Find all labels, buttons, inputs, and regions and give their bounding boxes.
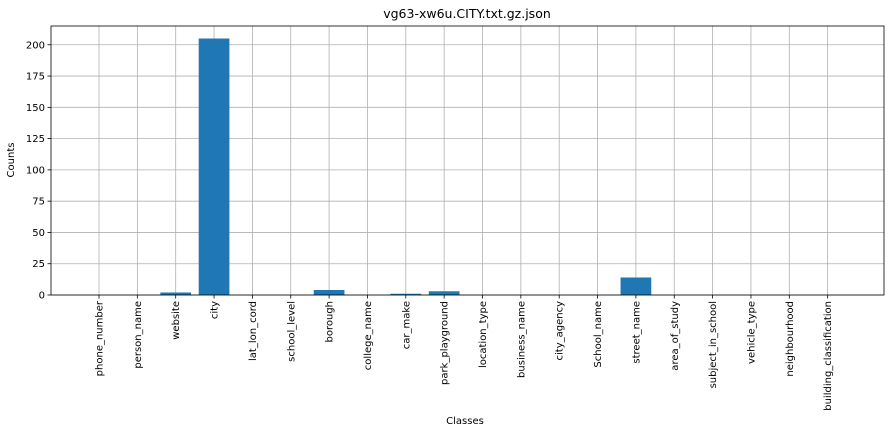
x-tick-label: city (210, 301, 221, 319)
x-tick-label: lat_lon_cord (248, 301, 259, 361)
x-tick-label: borough (325, 301, 336, 343)
x-tick-label: area_of_study (670, 301, 681, 371)
y-tick-label: 175 (26, 72, 45, 83)
y-tick-label: 0 (39, 291, 45, 302)
y-tick-label: 150 (26, 103, 45, 114)
bar-park_playground (428, 291, 460, 295)
x-axis-label: Classes (446, 416, 484, 427)
x-tick-label: subject_in_school (708, 301, 719, 388)
y-tick-label: 200 (26, 40, 45, 51)
x-tick-label: park_playground (440, 301, 451, 385)
x-tick-label: school_level (286, 301, 297, 362)
x-tick-label: neighbourhood (785, 301, 796, 377)
bar-city (198, 38, 230, 295)
y-axis-ticks: 0 25 50 75 100 125 150 175 200 (26, 40, 51, 302)
x-tick-label: car_make (401, 301, 412, 349)
chart-title: vg63-xw6u.CITY.txt.gz.json (383, 6, 551, 21)
bar-street_name (620, 277, 652, 295)
bar-website (160, 292, 192, 295)
x-tick-label: location_type (478, 301, 489, 368)
x-tick-label: building_classification (823, 301, 834, 411)
x-tick-label: college_name (363, 301, 374, 370)
bar-car_make (390, 293, 422, 295)
x-tick-label: vehicle_type (746, 301, 757, 364)
y-tick-label: 100 (26, 165, 45, 176)
x-tick-label: city_agency (555, 301, 566, 361)
y-tick-label: 75 (32, 197, 45, 208)
y-axis-label: Counts (6, 143, 17, 178)
x-tick-label: phone_number (95, 300, 106, 376)
x-axis-ticks: phone_number person_name website city lat_lo… (95, 295, 834, 411)
bar-borough (313, 289, 345, 295)
x-tick-label: person_name (133, 301, 144, 369)
y-tick-label: 125 (26, 134, 45, 145)
x-tick-label: website (171, 301, 182, 340)
grid-lines (51, 26, 884, 296)
x-tick-label: street_name (631, 301, 642, 364)
x-tick-label: business_name (516, 301, 527, 378)
y-tick-label: 25 (32, 259, 45, 270)
bars (160, 38, 652, 295)
x-tick-label: School_name (593, 301, 604, 368)
plot-frame (50, 25, 885, 296)
y-tick-label: 50 (32, 228, 45, 239)
